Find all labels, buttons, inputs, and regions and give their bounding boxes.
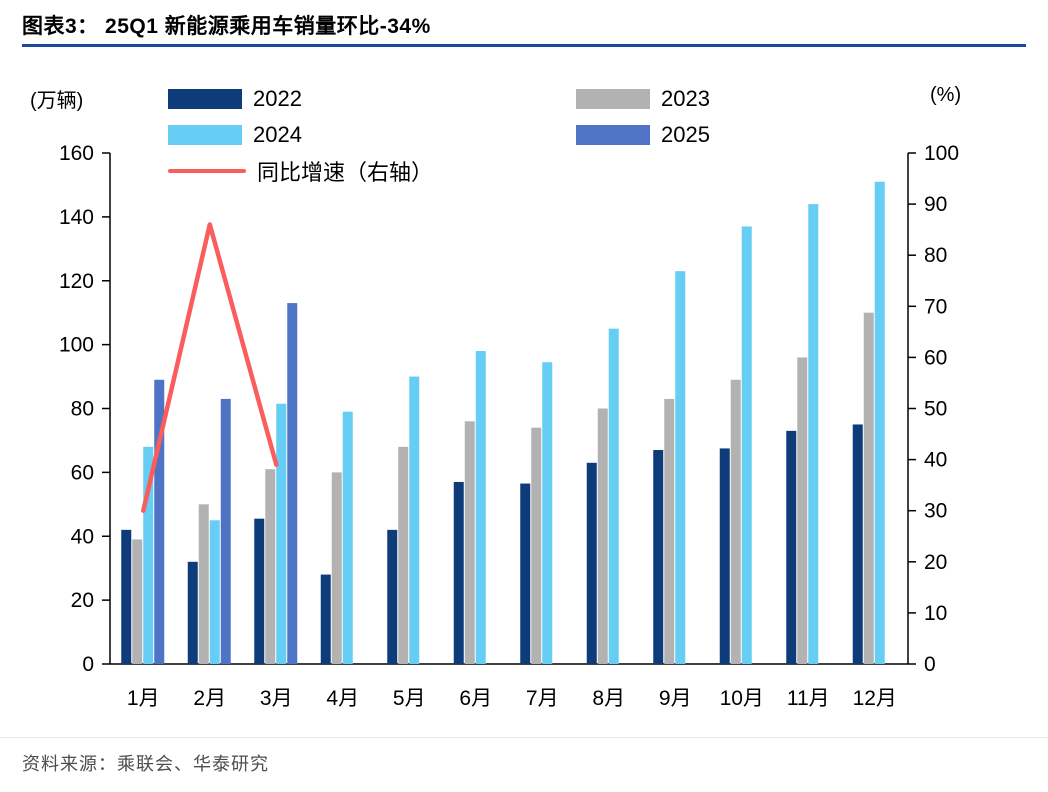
x-axis-label: 5月 — [393, 687, 426, 710]
x-axis-label: 6月 — [459, 687, 492, 710]
bar-2023-2月 — [198, 504, 209, 664]
right-axis-tick-label: 20 — [924, 551, 947, 574]
chart-canvas: 0 20 40 60 80 100 120 140 160 0 10 20 30 40 50 60 70 80 90… — [59, 142, 959, 710]
x-axis-label: 1月 — [127, 687, 160, 710]
bar-2022-4月 — [320, 574, 331, 664]
x-axis-label: 11月 — [787, 687, 830, 710]
right-axis-unit-label: (%) — [930, 84, 962, 106]
source-text: 资料来源：乘联会、华泰研究 — [22, 754, 269, 774]
legend-label-2025: 2025 — [661, 121, 710, 147]
bar-2023-7月 — [531, 427, 542, 664]
left-axis-tick-label: 100 — [59, 334, 94, 357]
bar-2023-8月 — [597, 408, 608, 664]
right-axis-tick-label: 30 — [924, 500, 947, 523]
bar-2022-11月 — [786, 430, 797, 664]
bar-2024-9月 — [675, 271, 686, 664]
bar-2022-1月 — [121, 529, 132, 664]
bar-2024-1月 — [143, 446, 154, 664]
x-axis-label: 10月 — [720, 687, 764, 710]
bar-2025-3月 — [287, 303, 298, 664]
bar-2022-3月 — [254, 518, 265, 664]
left-axis-tick-label: 140 — [59, 206, 94, 229]
bar-2024-8月 — [608, 328, 619, 664]
legend-label-2023: 2023 — [661, 85, 710, 111]
legend-swatch-2024 — [168, 124, 242, 145]
legend-label-2024: 2024 — [253, 121, 302, 147]
legend-grid: 2022 2023 2024 2025 — [168, 85, 710, 147]
bar-2023-10月 — [730, 379, 741, 664]
title-underline — [22, 44, 1026, 47]
right-axis-tick-label: 100 — [924, 142, 959, 165]
bar-2024-4月 — [342, 411, 353, 664]
legend-item-2024: 2024 — [168, 121, 576, 147]
chart-title: 图表3： 25Q1 新能源乘用车销量环比-34% — [22, 15, 431, 38]
x-axis-label: 9月 — [659, 687, 692, 710]
legend-swatch-2022 — [168, 88, 242, 109]
bar-2024-7月 — [542, 362, 553, 664]
x-axis-label: 7月 — [526, 687, 559, 710]
right-axis-tick-label: 90 — [924, 193, 947, 216]
left-axis-unit-label: (万辆) — [30, 90, 84, 112]
bar-2023-11月 — [797, 357, 808, 664]
bar-2022-10月 — [719, 448, 730, 664]
right-axis-tick-label: 0 — [924, 653, 936, 676]
legend-line-swatch — [168, 168, 246, 173]
legend: 2022 2023 2024 2025 同比增速（右轴） — [168, 85, 710, 185]
legend-swatch-2025 — [576, 124, 650, 145]
right-axis-tick-label: 80 — [924, 244, 947, 267]
bar-2022-8月 — [586, 462, 597, 664]
bar-2024-3月 — [276, 403, 287, 664]
bar-2024-2月 — [209, 520, 220, 664]
right-axis-tick-label: 60 — [924, 346, 947, 369]
x-axis-label: 2月 — [193, 687, 226, 710]
bar-2024-12月 — [874, 181, 885, 664]
left-axis-tick-label: 20 — [71, 589, 94, 612]
yoy-growth-line — [141, 222, 279, 513]
bar-2022-12月 — [852, 424, 863, 664]
bar-2023-4月 — [331, 472, 342, 664]
x-axis-label: 3月 — [260, 687, 293, 710]
x-axis-label: 4月 — [326, 687, 359, 710]
bar-2023-12月 — [863, 312, 874, 664]
bar-2024-5月 — [409, 376, 420, 664]
bar-2023-5月 — [398, 446, 409, 664]
legend-item-2022: 2022 — [168, 85, 576, 111]
left-axis-tick-label: 40 — [71, 525, 94, 548]
bar-2024-6月 — [475, 351, 486, 664]
right-axis-tick-label: 40 — [924, 449, 947, 472]
legend-label-2022: 2022 — [253, 85, 302, 111]
right-axis-tick-label: 10 — [924, 602, 947, 625]
bar-2023-9月 — [664, 398, 675, 664]
left-axis-tick-label: 120 — [59, 270, 94, 293]
legend-item-2025: 2025 — [576, 121, 710, 147]
bar-2025-2月 — [220, 398, 231, 664]
left-axis-tick-label: 0 — [82, 653, 94, 676]
x-axis-label: 12月 — [853, 687, 897, 710]
bar-2024-10月 — [741, 226, 752, 665]
legend-item-yoy-line: 同比增速（右轴） — [168, 160, 710, 185]
right-axis-tick-label: 50 — [924, 398, 947, 421]
left-axis-tick-label: 60 — [71, 461, 94, 484]
legend-item-2023: 2023 — [576, 85, 710, 111]
bar-2022-5月 — [387, 529, 398, 664]
left-axis-tick-label: 80 — [71, 398, 94, 421]
bar-2022-7月 — [520, 483, 531, 664]
bar-2024-11月 — [808, 204, 819, 664]
footer-divider — [0, 737, 1048, 738]
bar-2022-9月 — [653, 450, 664, 664]
bar-2022-2月 — [187, 561, 198, 664]
bar-2023-3月 — [265, 469, 276, 664]
x-axis-label: 8月 — [592, 687, 625, 710]
bar-2025-1月 — [154, 379, 165, 664]
legend-label-yoy-line: 同比增速（右轴） — [257, 159, 434, 185]
legend-swatch-2023 — [576, 88, 650, 109]
bar-2022-6月 — [453, 481, 464, 664]
bar-2023-1月 — [132, 539, 143, 664]
left-axis-tick-label: 160 — [59, 142, 94, 165]
bar-2023-6月 — [464, 421, 475, 664]
right-axis-tick-label: 70 — [924, 295, 947, 318]
